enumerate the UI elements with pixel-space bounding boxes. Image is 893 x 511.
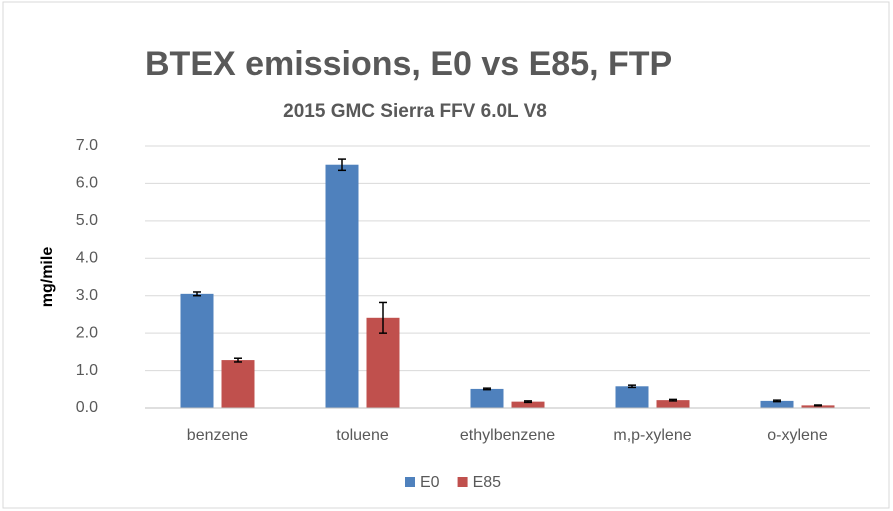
bar xyxy=(801,405,835,408)
error-bar xyxy=(483,387,491,391)
bar xyxy=(470,388,504,408)
y-tick-label: 6.0 xyxy=(76,175,98,192)
chart-title: BTEX emissions, E0 vs E85, FTP xyxy=(145,45,672,83)
y-tick-label: 0.0 xyxy=(76,399,98,416)
legend-label: E0 xyxy=(420,474,440,491)
error-bar xyxy=(628,384,636,389)
x-tick-label: benzene xyxy=(187,427,248,444)
error-bar xyxy=(193,291,201,297)
y-tick-label: 4.0 xyxy=(76,250,98,267)
y-axis-label: mg/mile xyxy=(39,247,56,308)
legend-swatch xyxy=(457,477,468,487)
x-tick-label: ethylbenzene xyxy=(460,427,555,444)
legend-swatch xyxy=(405,477,415,487)
chart-subtitle: 2015 GMC Sierra FFV 6.0L V8 xyxy=(283,101,547,122)
error-bar xyxy=(338,158,346,172)
error-bar xyxy=(773,399,781,403)
bar xyxy=(325,164,359,408)
y-tick-label: 1.0 xyxy=(76,362,98,379)
error-bar xyxy=(524,400,532,404)
x-tick-label: m,p-xylene xyxy=(613,427,691,444)
legend-label: E85 xyxy=(473,474,502,491)
y-tick-label: 5.0 xyxy=(76,212,98,229)
error-bar xyxy=(814,404,822,407)
bar xyxy=(615,386,649,408)
error-bar xyxy=(234,357,242,363)
x-tick-label: toluene xyxy=(336,427,389,444)
bar xyxy=(221,360,255,408)
x-tick-label: o-xylene xyxy=(767,427,828,444)
y-tick-label: 2.0 xyxy=(76,324,98,341)
error-bar xyxy=(379,301,387,334)
bar xyxy=(180,293,214,408)
y-tick-label: 3.0 xyxy=(76,287,98,304)
bar xyxy=(511,401,545,408)
bar xyxy=(760,400,794,408)
y-tick-label: 7.0 xyxy=(76,137,98,154)
error-bar xyxy=(669,398,677,402)
bar xyxy=(656,400,690,408)
